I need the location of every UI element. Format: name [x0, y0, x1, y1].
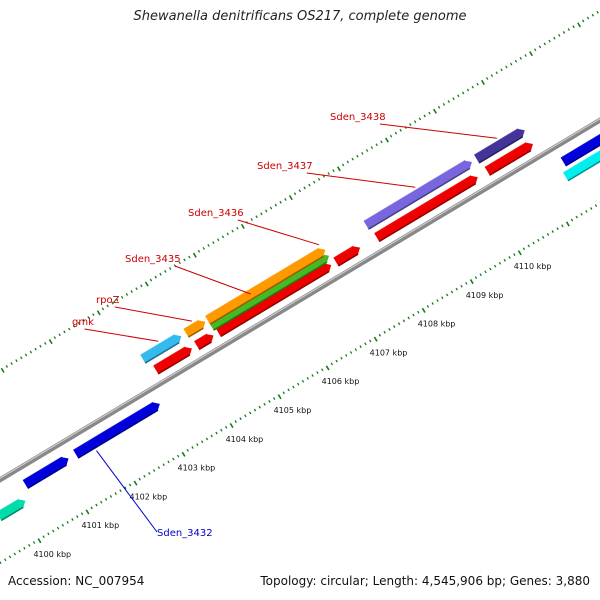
outer-tick-track — [0, 10, 599, 373]
gene-label-sden_3438[interactable]: Sden_3438 — [330, 112, 386, 123]
tick-label: 4110 kbp — [514, 262, 552, 271]
scale-ticks: 4100 kbp 4101 kbp 4102 kbp 4103 kbp 4104 kbp… — [33, 262, 551, 559]
gene-label-gmk[interactable]: gmk — [72, 317, 94, 328]
gene-gene-4099[interactable] — [0, 498, 26, 522]
gene-label-sden_3437[interactable]: Sden_3437 — [257, 161, 313, 172]
gene-gene-r5[interactable] — [374, 175, 478, 243]
gene-rpoz[interactable] — [183, 319, 206, 338]
gene-gene-orange2[interactable] — [205, 247, 326, 325]
gene-label-rpoz[interactable]: rpoZ — [96, 295, 120, 306]
tick-label: 4100 kbp — [33, 550, 71, 559]
tick-label: 4101 kbp — [81, 521, 119, 530]
gene-features — [0, 109, 600, 522]
tick-label: 4109 kbp — [466, 291, 504, 300]
gene-gene-blue-right[interactable] — [560, 109, 600, 167]
tick-label: 4103 kbp — [178, 464, 216, 473]
gene-sden_3432[interactable] — [73, 401, 160, 459]
map-title: Shewanella denitrificans OS217, complete… — [133, 9, 467, 24]
tick-label: 4106 kbp — [322, 377, 360, 386]
tick-label: 4105 kbp — [274, 406, 312, 415]
gene-gene-r1[interactable] — [153, 346, 192, 375]
tick-label: 4102 kbp — [130, 492, 168, 501]
gene-label-sden_3435[interactable]: Sden_3435 — [125, 254, 181, 265]
gene-label-sden_3432[interactable]: Sden_3432 — [157, 528, 213, 539]
gene-gene-a[interactable] — [22, 456, 69, 489]
gene-sden_3437[interactable] — [363, 160, 472, 230]
accession-text: Accession: NC_007954 — [8, 574, 145, 588]
tick-label: 4104 kbp — [226, 435, 264, 444]
topology-summary: Topology: circular; Length: 4,545,906 bp… — [260, 574, 590, 588]
gene-sden_3438[interactable] — [474, 128, 525, 164]
tick-label: 4107 kbp — [370, 348, 408, 357]
gene-gene-cyan-right[interactable] — [563, 115, 600, 182]
gene-gene-r4[interactable] — [333, 245, 361, 267]
gene-gene-r2[interactable] — [194, 333, 214, 351]
inner-tick-track — [0, 201, 600, 565]
gene-gene-r6[interactable] — [484, 142, 533, 176]
gene-gmk[interactable] — [140, 334, 182, 364]
genome-backbone — [0, 117, 600, 483]
tick-label: 4108 kbp — [418, 320, 456, 329]
gene-label-sden_3436[interactable]: Sden_3436 — [188, 208, 244, 219]
